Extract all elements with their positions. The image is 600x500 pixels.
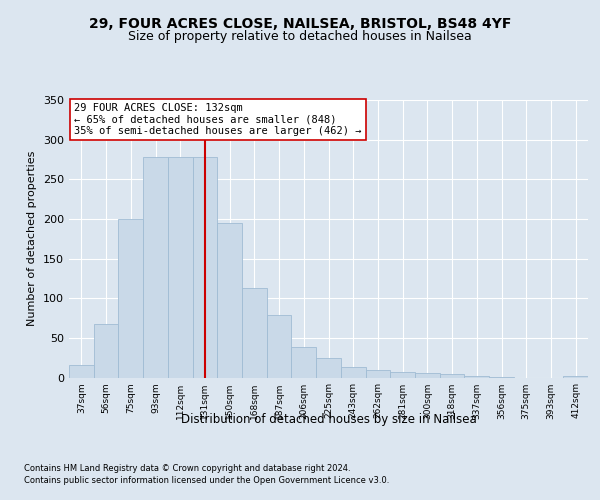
Y-axis label: Number of detached properties: Number of detached properties	[28, 151, 37, 326]
Bar	[69, 365, 94, 378]
Text: Distribution of detached houses by size in Nailsea: Distribution of detached houses by size …	[181, 412, 476, 426]
Bar	[193, 157, 217, 378]
Bar	[316, 358, 341, 378]
Text: Contains HM Land Registry data © Crown copyright and database right 2024.: Contains HM Land Registry data © Crown c…	[24, 464, 350, 473]
Bar	[489, 376, 514, 378]
Bar	[267, 315, 292, 378]
Bar	[464, 376, 489, 378]
Bar	[143, 157, 168, 378]
Bar	[341, 367, 365, 378]
Text: 29 FOUR ACRES CLOSE: 132sqm
← 65% of detached houses are smaller (848)
35% of se: 29 FOUR ACRES CLOSE: 132sqm ← 65% of det…	[74, 103, 362, 136]
Bar	[242, 288, 267, 378]
Bar	[415, 372, 440, 378]
Text: 29, FOUR ACRES CLOSE, NAILSEA, BRISTOL, BS48 4YF: 29, FOUR ACRES CLOSE, NAILSEA, BRISTOL, …	[89, 18, 511, 32]
Bar	[94, 324, 118, 378]
Text: Size of property relative to detached houses in Nailsea: Size of property relative to detached ho…	[128, 30, 472, 43]
Bar	[440, 374, 464, 378]
Bar	[390, 372, 415, 378]
Bar	[563, 376, 588, 378]
Text: Contains public sector information licensed under the Open Government Licence v3: Contains public sector information licen…	[24, 476, 389, 485]
Bar	[217, 223, 242, 378]
Bar	[365, 370, 390, 378]
Bar	[292, 348, 316, 378]
Bar	[168, 157, 193, 378]
Bar	[118, 219, 143, 378]
